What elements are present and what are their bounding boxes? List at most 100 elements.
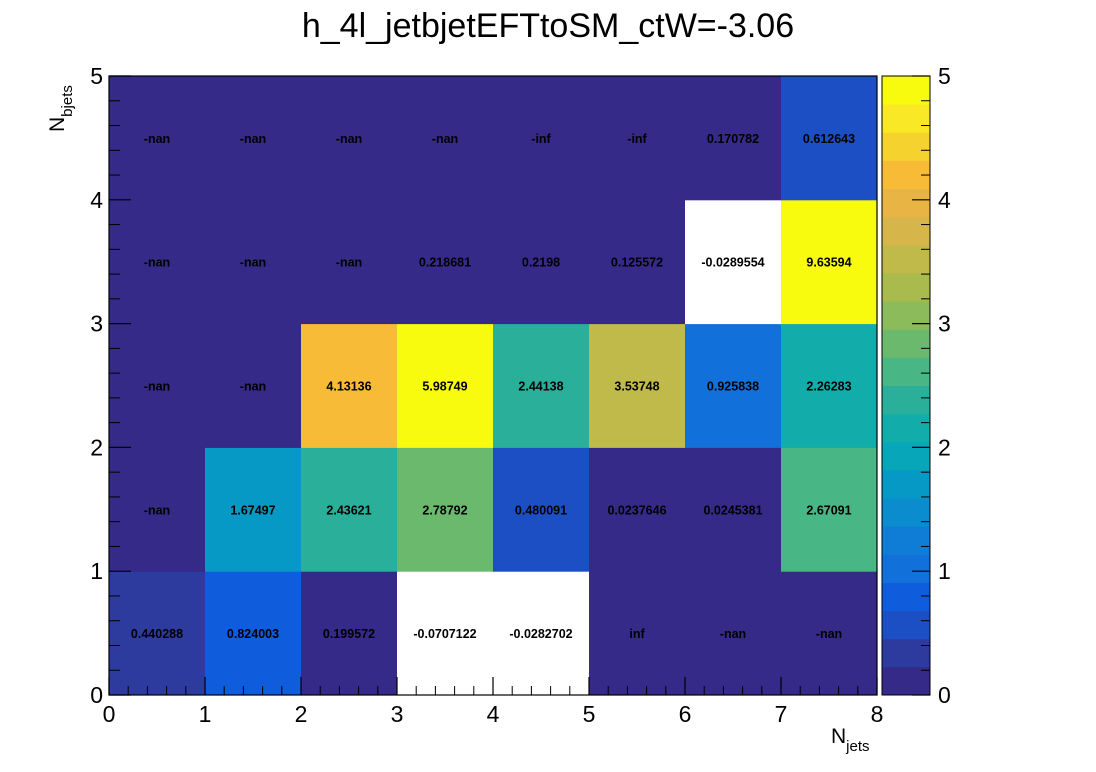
heatmap-cell [397, 199, 494, 325]
cell-value-label: 0.125572 [611, 256, 663, 270]
cell-value-label: -nan [144, 503, 170, 517]
cell-value-label: 5.98749 [422, 380, 467, 394]
color-scale-tick-label: 3 [938, 311, 951, 337]
cell-value-label: 2.43621 [326, 503, 371, 517]
cell-value-label: -0.0289554 [701, 256, 764, 270]
x-tick-label: 1 [199, 701, 212, 727]
heatmap-cell [109, 199, 206, 325]
cell-value-label: -nan [336, 132, 362, 146]
cell-value-label: 0.925838 [707, 380, 759, 394]
heatmap-cell [781, 571, 878, 696]
color-scale-swatch [882, 301, 930, 330]
heatmap-cells [109, 76, 878, 696]
heatmap-cell [493, 571, 590, 696]
heatmap-cell [205, 571, 302, 696]
cell-value-label: -nan [240, 380, 266, 394]
cell-value-label: -nan [336, 256, 362, 270]
y-tick-label: 4 [90, 187, 103, 213]
heatmap-cell [301, 199, 398, 325]
x-tick-label: 5 [583, 701, 596, 727]
cell-value-label: -nan [816, 627, 842, 641]
x-tick-label: 2 [295, 701, 308, 727]
cell-value-label: 2.78792 [422, 503, 467, 517]
cell-value-label: -nan [144, 132, 170, 146]
heatmap-cell [205, 323, 302, 448]
y-tick-label: 1 [90, 558, 103, 584]
heatmap-cell [589, 571, 686, 696]
heatmap-cell [397, 447, 494, 572]
color-scale-swatch [882, 413, 930, 443]
cell-value-label: -inf [627, 132, 647, 146]
color-scale-tick-label: 0 [938, 682, 951, 708]
y-tick-label: 3 [90, 311, 103, 337]
x-tick-label: 4 [487, 701, 500, 727]
color-scale-tick-label: 2 [938, 434, 951, 460]
cell-value-label: 0.170782 [707, 132, 759, 146]
chart-title: h_4l_jetbjetEFTtoSM_ctW=-3.06 [302, 7, 794, 45]
color-scale-swatch [882, 469, 930, 499]
y-tick-label: 2 [90, 434, 103, 460]
heatmap-cell [109, 447, 206, 572]
cell-value-label: 0.218681 [419, 256, 471, 270]
y-axis-label: Nbjets [46, 85, 76, 132]
color-scale-swatch [882, 554, 930, 583]
x-tick-label: 0 [103, 701, 116, 727]
cell-value-label: 2.26283 [806, 380, 851, 394]
cell-value-label: 4.13136 [326, 380, 371, 394]
heatmap-cell [685, 447, 782, 572]
color-scale-tick-label: 1 [938, 558, 951, 584]
cell-value-label: -inf [531, 132, 551, 146]
cell-value-label: 1.67497 [230, 503, 275, 517]
heatmap-cell [685, 199, 782, 325]
cell-value-label: 0.480091 [515, 503, 567, 517]
x-axis-label-sub: jets [845, 738, 869, 755]
color-scale-tick-label: 4 [938, 187, 951, 213]
cell-value-label: 0.824003 [227, 627, 279, 641]
cell-value-label: 3.53748 [614, 380, 659, 394]
heatmap-cell [781, 76, 878, 201]
cell-value-label: 0.199572 [323, 627, 375, 641]
y-axis-label-main: N [46, 117, 69, 132]
color-scale-swatch [882, 498, 930, 527]
color-scale-tick-label: 5 [938, 63, 951, 89]
color-scale-swatch [882, 385, 930, 415]
color-scale-swatch [882, 610, 930, 640]
cell-value-label: 2.67091 [806, 503, 851, 517]
cell-value-label: -0.0282702 [509, 627, 572, 641]
heatmap-cell [589, 199, 686, 325]
heatmap-cell [301, 447, 398, 572]
cell-value-label: -nan [144, 256, 170, 270]
x-axis-label-main: N [831, 725, 846, 748]
heatmap-cell [301, 571, 398, 696]
heatmap-cell [589, 323, 686, 448]
cell-value-label: 9.63594 [806, 256, 851, 270]
x-tick-label: 7 [775, 701, 788, 727]
heatmap-cell [493, 199, 590, 325]
cell-value-label: -nan [720, 627, 746, 641]
heatmap-cell [589, 447, 686, 572]
cell-value-label: -nan [240, 132, 266, 146]
cell-value-label: -nan [144, 380, 170, 394]
heatmap-cell [493, 323, 590, 448]
heatmap-cell [781, 199, 878, 325]
heatmap-cell [589, 76, 686, 201]
heatmap-cell [685, 76, 782, 201]
color-scale-border [881, 75, 931, 696]
cell-value-label: -nan [240, 256, 266, 270]
color-scale-swatch [882, 329, 930, 358]
color-scale-swatch [882, 357, 930, 386]
color-scale-swatch [882, 441, 930, 471]
color-scale-swatch [882, 526, 930, 555]
heatmap-cell [205, 76, 302, 201]
y-axis-label-sub: bjets [59, 85, 76, 117]
color-scale-swatch [882, 272, 930, 302]
heatmap-cell-labels: 0.440288 0.824003 0.199572 -0.0707122 -0.028… [131, 132, 855, 641]
cell-value-label: -nan [432, 132, 458, 146]
cell-value-label: 0.0245381 [703, 503, 762, 517]
heatmap-cell [493, 447, 590, 572]
cell-value-label: 0.2198 [522, 256, 560, 270]
heatmap-cell [493, 76, 590, 201]
y-tick-label: 5 [90, 63, 103, 89]
y-axis: 0 1 2 3 4 5 [90, 63, 131, 708]
